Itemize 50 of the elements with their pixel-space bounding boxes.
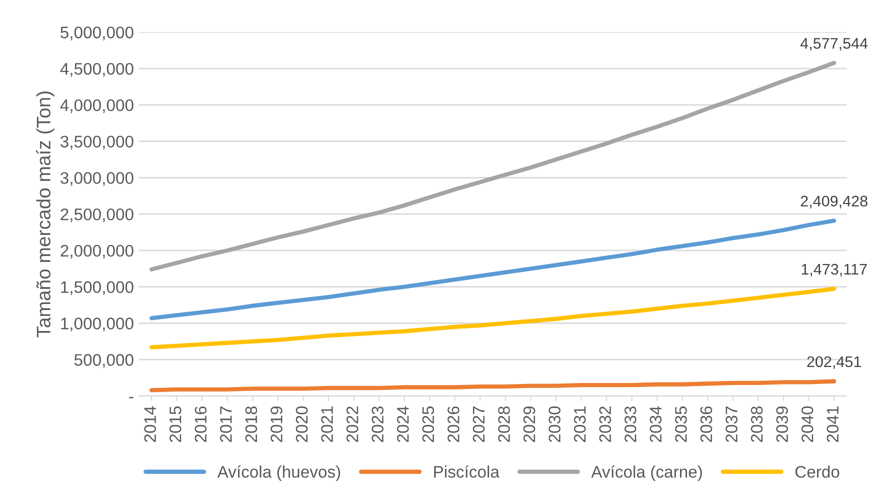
y-tick-label: 2,500,000: [60, 208, 134, 222]
x-tick-label: 2034: [650, 406, 662, 442]
x-tick-label: 2031: [574, 406, 586, 442]
x-tick-label: 2036: [700, 406, 712, 442]
x-tick-label: 2037: [726, 406, 738, 442]
x-tick-label: 2014: [144, 406, 156, 442]
x-tick-label: 2040: [801, 406, 814, 442]
y-tick-label: 4,500,000: [60, 62, 134, 77]
data-label: 1,473,117: [802, 264, 867, 276]
y-tick-label: 1,500,000: [61, 281, 134, 296]
legend-label: Piscícola: [434, 465, 500, 478]
y-tick-label: 3,000,000: [60, 172, 134, 186]
x-tick-label: 2020: [296, 406, 308, 442]
x-tick-label: 2032: [599, 406, 612, 442]
legend-label: Avícola (carne): [591, 465, 702, 482]
x-tick-label: 2025: [422, 406, 434, 442]
x-tick-label: 2017: [220, 406, 232, 442]
line-series: [149, 379, 836, 392]
x-tick-label: 2026: [448, 406, 460, 442]
data-label: 2,409,428: [800, 196, 868, 208]
legend-label: Cerdo: [795, 466, 840, 478]
x-tick-label: 2027: [472, 406, 485, 442]
y-tick-label: 4,000,000: [60, 99, 134, 114]
x-tick-label: 2015: [169, 406, 182, 442]
x-tick-label: 2029: [523, 406, 536, 442]
x-tick-label: 2021: [321, 406, 333, 442]
x-tick-label: 2024: [396, 406, 409, 442]
y-axis-title: Tamaño mercado maíz (Ton): [36, 92, 54, 338]
x-tick-label: 2039: [776, 406, 788, 442]
y-tick-label: 3,500,000: [60, 136, 134, 150]
x-tick-label: 2030: [548, 406, 560, 442]
y-tick-label: -: [129, 396, 134, 398]
y-tick-label: 2,000,000: [60, 244, 134, 259]
x-tick-label: 2016: [194, 406, 207, 442]
x-tick-label: 2038: [750, 406, 763, 442]
x-tick-label: 2041: [826, 406, 839, 442]
x-tick-label: 2035: [675, 406, 687, 442]
legend-label: Avícola (huevos): [217, 465, 340, 482]
x-tick-label: 2028: [498, 406, 510, 442]
x-tick-label: 2022: [346, 406, 358, 442]
line-series: [149, 286, 836, 350]
x-tick-label: 2019: [270, 406, 282, 442]
x-tick-label: 2033: [624, 406, 636, 442]
data-label: 4,577,544: [800, 38, 868, 51]
x-tick-label: 2023: [372, 406, 384, 442]
y-tick-label: 1,000,000: [61, 318, 134, 332]
y-tick-label: 500,000: [74, 354, 134, 368]
data-label: 202,451: [807, 356, 861, 369]
x-tick-label: 2018: [245, 406, 258, 442]
y-tick-label: 5,000,000: [60, 26, 134, 40]
